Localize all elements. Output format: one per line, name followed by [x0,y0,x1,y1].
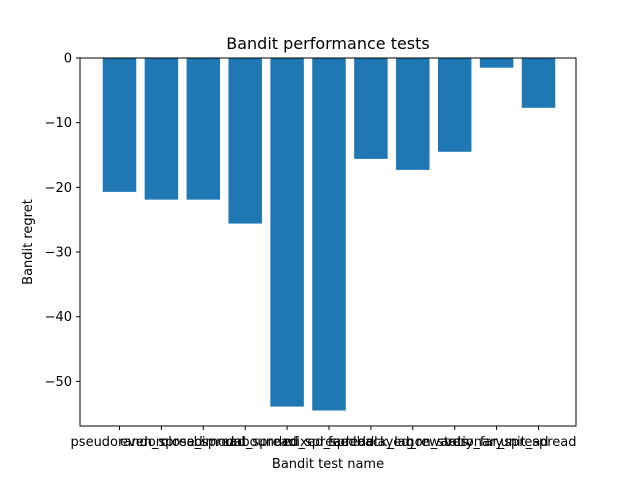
x-tick-label: even_spread [120,435,203,450]
x-tick-label: pseudorandom [71,435,169,450]
x-ticks-group: pseudorandomeven_spreadclose_spreadbimod… [71,426,577,450]
y-tick-label: 0 [64,52,72,67]
y-axis-label: Bandit regret [21,199,36,285]
y-tick-label: −50 [45,375,72,390]
bar-pseudorandom [102,58,137,192]
bar-unbounded_spread [270,58,304,407]
plot-frame [79,57,577,427]
x-tick-label: very_far_spread [445,435,549,450]
bar-mixed_spread [312,58,346,411]
y-tick-label: −20 [45,181,72,196]
bars-group [102,58,556,411]
y-tick-label: −10 [45,116,72,131]
x-tick-label: non_stationary [406,435,503,450]
bar-non_stationary [437,58,472,152]
x-tick-label: feedback_lag [328,435,414,450]
y-tick-label: −40 [45,310,72,325]
x-tick-label: bimodal_spread [194,435,297,450]
x-tick-label: mixed_spread [284,435,375,450]
y-ticks-group: 0 −10 −20 −30 −40 −50 [45,52,80,390]
y-tick-label: −30 [45,246,72,261]
bar-feedback_lag [354,58,388,159]
chart-title: Bandit performance tests [226,34,430,53]
bar-bimodal_spread [228,58,262,224]
x-tick-label: delayed_rewards [358,435,468,450]
x-tick-label: unbounded_spread [225,435,349,450]
x-tick-label: unit_spread [501,435,577,450]
bar-unit_spread [521,58,556,108]
bar-very_far_spread [479,58,514,68]
bar-close_spread [186,58,221,200]
x-axis-label: Bandit test name [272,457,384,472]
x-tick-label: close_spread [161,435,245,450]
bar-even_spread [144,58,179,200]
bar-delayed_rewards [396,58,430,170]
